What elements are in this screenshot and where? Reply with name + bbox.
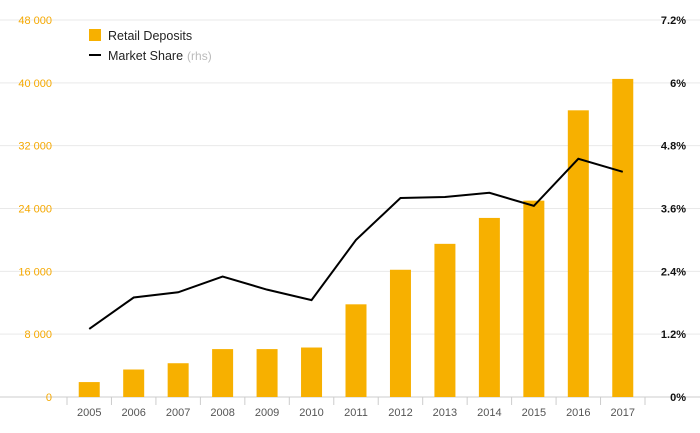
x-axis-ticks: 2005 2006 2007 2008 2009 2010 2011 2012 2013 2014… (77, 407, 635, 419)
right-axis-ticks: 0% 1.2% 2.4% 3.6% 4.8% 6% 7.2% (661, 15, 686, 404)
bar-2016 (567, 110, 589, 398)
right-tick-label: 7.2% (661, 15, 686, 27)
market-share-line (88, 157, 624, 330)
x-tick-label: 2016 (566, 407, 590, 419)
left-tick-label: 48 000 (18, 15, 52, 27)
line-series (88, 157, 624, 330)
legend-note-rhs: (rhs) (187, 49, 212, 63)
left-tick-label: 24 000 (18, 204, 52, 216)
bar-2014 (478, 217, 500, 397)
x-tick-label: 2014 (477, 407, 501, 419)
right-tick-label: 2.4% (661, 266, 686, 278)
bar-2017 (612, 78, 634, 397)
legend-label-market-share-text: Market Share (108, 49, 183, 63)
bar-2013 (434, 243, 456, 397)
x-tick-label: 2005 (77, 407, 101, 419)
right-tick-label: 3.6% (661, 204, 686, 216)
x-tick-label: 2012 (388, 407, 412, 419)
x-tick-label: 2007 (166, 407, 190, 419)
left-tick-label: 0 (46, 392, 52, 404)
right-tick-label: 0% (670, 392, 686, 404)
bar-2015 (523, 200, 545, 397)
bar-2009 (256, 349, 278, 397)
left-tick-label: 40 000 (18, 78, 52, 90)
bar-2011 (345, 304, 367, 397)
x-tick-label: 2009 (255, 407, 279, 419)
bar-2012 (389, 269, 411, 397)
bar-2008 (212, 349, 234, 397)
bar-2010 (301, 347, 323, 397)
x-tick-label: 2017 (611, 407, 635, 419)
x-tick-label: 2013 (433, 407, 457, 419)
bar-series (78, 78, 634, 398)
legend-swatch-retail-deposits (89, 29, 101, 41)
legend: Retail Deposits Market Share (rhs) (89, 29, 212, 63)
bar-2007 (167, 363, 189, 397)
left-axis-ticks: 0 8 000 16 000 24 000 32 000 40 000 48 000 (18, 15, 52, 404)
left-tick-label: 8 000 (24, 329, 52, 341)
right-tick-label: 4.8% (661, 141, 686, 153)
x-tick-label: 2006 (121, 407, 145, 419)
x-tick-label: 2011 (344, 407, 368, 419)
x-tick-label: 2010 (299, 407, 323, 419)
x-tick-label: 2008 (210, 407, 234, 419)
legend-label-retail-deposits: Retail Deposits (108, 29, 192, 43)
left-tick-label: 16 000 (18, 266, 52, 278)
left-tick-label: 32 000 (18, 141, 52, 153)
legend-label-market-share: Market Share (rhs) (108, 49, 212, 63)
bar-2006 (123, 369, 145, 397)
bar-2005 (78, 382, 100, 397)
x-tick-label: 2015 (522, 407, 546, 419)
gridlines (0, 19, 700, 405)
right-tick-label: 1.2% (661, 329, 686, 341)
right-tick-label: 6% (670, 78, 686, 90)
